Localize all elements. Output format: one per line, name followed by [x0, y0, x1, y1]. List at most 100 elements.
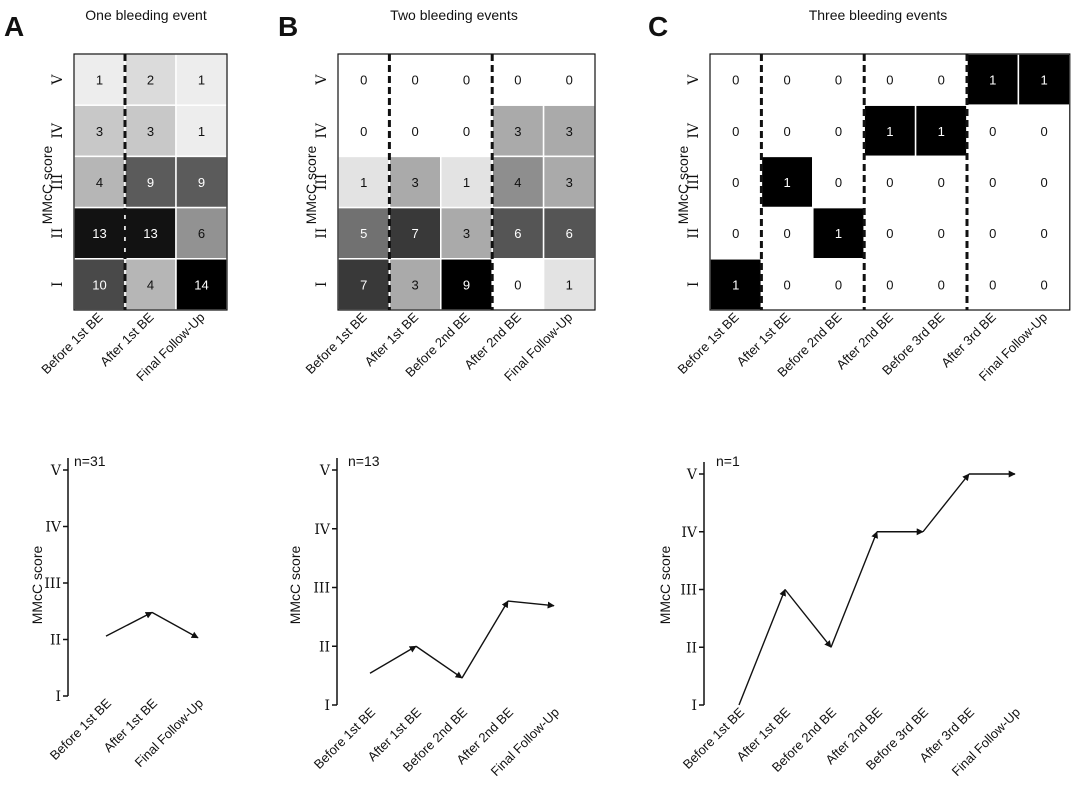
heatmap-c-cell-value: 1 [938, 124, 945, 139]
heatmap-b-ylabel: MMcC score [303, 146, 319, 225]
line-b-ytick: IV [314, 522, 331, 538]
heatmap-a-cell [124, 104, 177, 158]
heatmap-a-cell [124, 206, 177, 260]
heatmap-b-cell [337, 53, 391, 106]
heatmap-c-cell-value: 0 [732, 175, 739, 190]
heatmap-b-cell-value: 3 [411, 277, 418, 292]
heatmap-b-cell-value: 0 [360, 73, 367, 88]
heatmap-c-cell [812, 258, 865, 311]
heatmap-a-title: One bleeding event [85, 7, 207, 23]
heatmap-a-cell-value: 1 [96, 73, 103, 88]
heatmap-b-cell-value: 1 [566, 277, 573, 292]
heatmap-c-cell [863, 155, 917, 209]
heatmap-c-cell-value: 0 [989, 226, 996, 241]
heatmap-a-cell-value: 2 [147, 73, 154, 88]
heatmap-b-ytick: II [314, 228, 330, 239]
line-a-ytick: IV [45, 520, 62, 536]
heatmap-c-cell-value: 0 [938, 175, 945, 190]
heatmap-c-cell-value: 0 [783, 73, 790, 88]
line-c-ytick: I [691, 698, 697, 714]
heatmap-b-cell-value: 3 [566, 124, 573, 139]
heatmap-b-cell-value: 5 [360, 226, 367, 241]
line-c-ylabel: MMcC score [657, 546, 673, 625]
line-c-ytick: V [686, 467, 698, 483]
heatmap-b-cell [440, 155, 493, 209]
heatmap-a-frame [73, 53, 228, 311]
heatmap-b-cell-value: 0 [566, 73, 573, 88]
heatmap-b-cell-value: 7 [411, 226, 418, 241]
heatmap-a-ylabel: MMcC score [39, 146, 55, 225]
heatmap-b-cell-value: 6 [566, 226, 573, 241]
heatmap-c-cell-value: 0 [886, 175, 893, 190]
heatmap-c-cell-value: 0 [886, 226, 893, 241]
heatmap-c-cell-value: 0 [1040, 277, 1047, 292]
heatmap-c-cell [1017, 53, 1071, 106]
line-a-n-label: n=31 [74, 453, 106, 469]
heatmap-b-cell-value: 6 [514, 226, 521, 241]
heatmap-a-cell-value: 13 [143, 226, 157, 241]
line-a-ytick: V [50, 463, 62, 479]
heatmap-c-cell-value: 0 [1040, 175, 1047, 190]
heatmap-c-cell [966, 206, 1020, 260]
heatmap-c-cell-value: 0 [989, 277, 996, 292]
heatmap-c-cell [760, 104, 814, 158]
heatmap-b-cell [491, 206, 545, 260]
heatmap-b-cell-value: 0 [411, 124, 418, 139]
line-b-xtick: Before 1st BE [311, 704, 379, 772]
heatmap-b-cell [440, 206, 493, 260]
panel-letter-a: A [4, 11, 24, 42]
line-a-ytick: III [44, 576, 61, 592]
line-c-ytick: II [686, 640, 697, 656]
heatmap-c-cell [966, 104, 1020, 158]
heatmap-c-cell-value: 0 [835, 124, 842, 139]
heatmap-b-cell-value: 3 [411, 175, 418, 190]
heatmap-a-cell-value: 10 [92, 277, 106, 292]
heatmap-c-cell [863, 53, 917, 106]
line-b-segment [507, 600, 555, 609]
heatmap-c-cell-value: 1 [835, 226, 842, 241]
heatmap-c-cell-value: 0 [783, 226, 790, 241]
line-c-xtick: Before 1st BE [680, 704, 748, 772]
heatmap-a-cell-value: 3 [147, 124, 154, 139]
heatmap-b-cell-value: 3 [514, 124, 521, 139]
heatmap-c-cell-value: 1 [886, 124, 893, 139]
heatmap-b-xtick: Before 1st BE [302, 309, 370, 377]
line-b-ylabel: MMcC score [287, 546, 303, 625]
heatmap-c-cell-value: 0 [732, 226, 739, 241]
heatmap-c-frame [709, 53, 1071, 311]
heatmap-b-cell-value: 0 [360, 124, 367, 139]
heatmap-c-cell-value: 0 [886, 73, 893, 88]
panel-letter-c: C [648, 11, 668, 42]
heatmap-c-ytick: I [686, 282, 702, 288]
heatmap-b-cell-value: 0 [514, 73, 521, 88]
heatmap-c-cell [966, 258, 1020, 311]
heatmap-a-cell-value: 13 [92, 226, 106, 241]
line-a-segment [105, 611, 153, 637]
heatmap-a-cell-value: 9 [198, 175, 205, 190]
line-a-xtick: Before 1st BE [47, 695, 115, 763]
heatmap-a-cell-value: 1 [198, 124, 205, 139]
heatmap-b-title: Two bleeding events [390, 7, 518, 23]
heatmap-c-cell-value: 1 [1040, 73, 1047, 88]
line-c-segment [922, 473, 970, 533]
heatmap-a-ytick: I [50, 282, 66, 288]
heatmap-a-ytick: V [50, 74, 66, 86]
heatmap-b-cell-value: 0 [514, 277, 521, 292]
heatmap-c-ytick: V [686, 74, 702, 86]
line-c-segment [830, 531, 878, 648]
heatmap-c-cell-value: 0 [835, 73, 842, 88]
line-b-ytick: II [319, 639, 330, 655]
heatmap-a-xtick: Before 1st BE [38, 309, 106, 377]
heatmap-b-cell-value: 0 [463, 124, 470, 139]
heatmap-b-cell-value: 9 [463, 277, 470, 292]
heatmap-b-cell-value: 7 [360, 277, 367, 292]
heatmap-b-cell-value: 1 [463, 175, 470, 190]
line-b-ytick: V [319, 463, 331, 479]
line-b-segment [369, 645, 417, 674]
line-a-ylabel: MMcC score [29, 546, 45, 625]
heatmap-b-ytick: IV [314, 122, 330, 139]
heatmap-c-cell-value: 0 [732, 124, 739, 139]
heatmap-c-cell-value: 0 [938, 226, 945, 241]
heatmap-b-cell-value: 1 [360, 175, 367, 190]
